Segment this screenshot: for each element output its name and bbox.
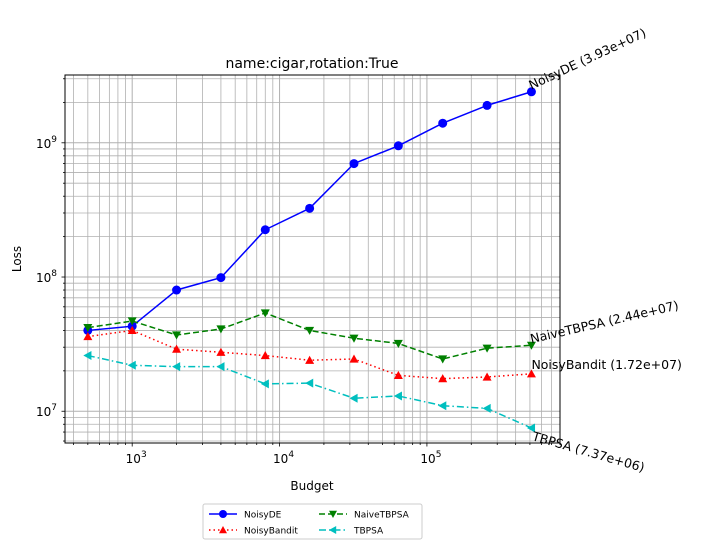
legend-box [202, 503, 423, 540]
data-point-noisyde [172, 285, 182, 295]
x-tick-label: 105 [420, 450, 441, 466]
data-point-tbpsa [83, 351, 92, 361]
series-line-tbpsa [87, 354, 532, 429]
data-point-tbpsa [349, 393, 358, 403]
data-point-noisyde [482, 100, 492, 110]
data-point-naivetbpsa [482, 344, 492, 353]
data-point-noisyde [438, 118, 448, 128]
data-point-noisyde [349, 159, 359, 169]
data-point-tbpsa [482, 403, 491, 413]
data-point-noisybandit [260, 351, 270, 360]
axis-ticks: 103 104 105 107 108 109 [36, 78, 561, 466]
plot-frame [64, 74, 561, 444]
data-point-noisybandit [526, 369, 536, 378]
data-point-naivetbpsa [393, 339, 403, 348]
x-tick-label: 103 [126, 450, 147, 466]
legend: NoisyDE NaiveTBPSA NoisyBandit TBPSA [202, 503, 423, 540]
series-layer [83, 87, 536, 433]
legend-item-noisybandit: NoisyBandit [209, 526, 298, 537]
series-tbpsa [83, 351, 536, 433]
y-tick-label: 107 [36, 403, 57, 419]
data-point-naivetbpsa [305, 326, 315, 335]
y-tick-label: 109 [36, 135, 57, 151]
x-tick-label: 104 [273, 450, 294, 466]
data-point-naivetbpsa [216, 325, 226, 334]
x-axis-label: Budget [290, 479, 333, 493]
data-point-noisyde [526, 87, 536, 97]
data-point-noisyde [393, 141, 403, 151]
data-point-tbpsa [216, 362, 225, 372]
data-point-noisybandit [216, 347, 226, 356]
data-point-tbpsa [127, 360, 136, 370]
data-point-noisybandit [393, 370, 403, 379]
annotation-noisybandit: NoisyBandit (1.72e+07) [531, 357, 681, 372]
data-point-naivetbpsa [349, 334, 359, 343]
data-point-naivetbpsa [526, 341, 536, 350]
data-point-naivetbpsa [127, 317, 137, 326]
major-gridlines [65, 75, 560, 443]
y-axis-label: Loss [10, 246, 24, 272]
data-point-noisybandit [349, 354, 359, 363]
data-point-tbpsa [260, 379, 269, 389]
data-point-tbpsa [393, 391, 402, 401]
legend-marker-naivetbpsa [329, 510, 337, 518]
data-point-noisybandit [305, 355, 315, 364]
data-point-tbpsa [305, 378, 314, 388]
minor-gridlines [65, 75, 561, 443]
data-point-noisybandit [172, 344, 182, 353]
data-point-noisybandit [482, 372, 492, 381]
legend-label-naivetbpsa: NaiveTBPSA [354, 511, 410, 521]
data-point-naivetbpsa [83, 323, 93, 333]
legend-label-tbpsa: TBPSA [353, 527, 384, 537]
legend-marker-noisybandit [219, 526, 227, 534]
legend-label-noisybandit: NoisyBandit [244, 527, 298, 537]
data-point-noisyde [305, 203, 315, 213]
legend-item-tbpsa: TBPSA [319, 526, 384, 537]
series-noisybandit [83, 325, 536, 383]
data-point-naivetbpsa [260, 309, 270, 318]
data-point-noisyde [216, 273, 226, 283]
data-point-naivetbpsa [172, 331, 182, 340]
data-point-tbpsa [526, 423, 536, 433]
data-point-noisybandit [83, 332, 93, 341]
legend-item-naivetbpsa: NaiveTBPSA [319, 511, 410, 521]
series-noisyde [83, 87, 536, 335]
series-naivetbpsa [83, 309, 536, 364]
legend-label-noisyde: NoisyDE [244, 511, 282, 521]
chart-title: name:cigar,rotation:True [225, 56, 398, 72]
data-point-tbpsa [172, 362, 181, 372]
legend-marker-tbpsa [329, 526, 337, 534]
data-point-tbpsa [438, 401, 447, 411]
data-point-noisybandit [127, 325, 137, 335]
data-point-naivetbpsa [438, 355, 448, 364]
y-tick-label: 108 [36, 269, 57, 285]
legend-item-noisyde: NoisyDE [209, 510, 282, 521]
data-point-noisybandit [438, 374, 448, 383]
legend-marker-noisyde [219, 510, 227, 518]
data-point-noisyde [260, 225, 270, 235]
